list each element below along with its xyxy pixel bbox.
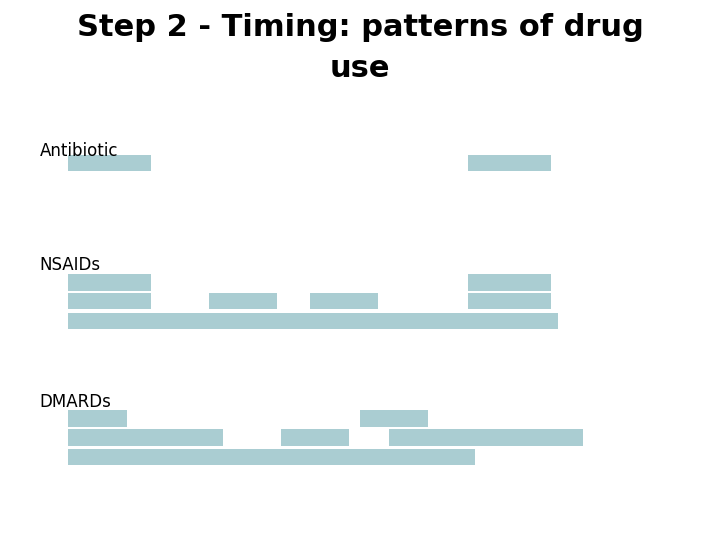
Text: Antibiotic: Antibiotic: [40, 142, 118, 160]
Bar: [68, 293, 151, 309]
Bar: [310, 293, 378, 309]
Bar: [468, 155, 551, 171]
Bar: [468, 274, 551, 291]
Bar: [68, 429, 223, 445]
Bar: [68, 274, 151, 291]
Bar: [360, 410, 428, 427]
Bar: [389, 429, 583, 445]
Text: Step 2 - Timing: patterns of drug: Step 2 - Timing: patterns of drug: [76, 14, 644, 43]
Bar: [68, 313, 558, 329]
Bar: [68, 410, 127, 427]
Bar: [209, 293, 277, 309]
Bar: [68, 155, 151, 171]
Text: use: use: [330, 54, 390, 83]
Text: NSAIDs: NSAIDs: [40, 255, 101, 274]
Bar: [68, 449, 475, 465]
Bar: [281, 429, 349, 445]
Bar: [468, 293, 551, 309]
Text: DMARDs: DMARDs: [40, 393, 112, 411]
